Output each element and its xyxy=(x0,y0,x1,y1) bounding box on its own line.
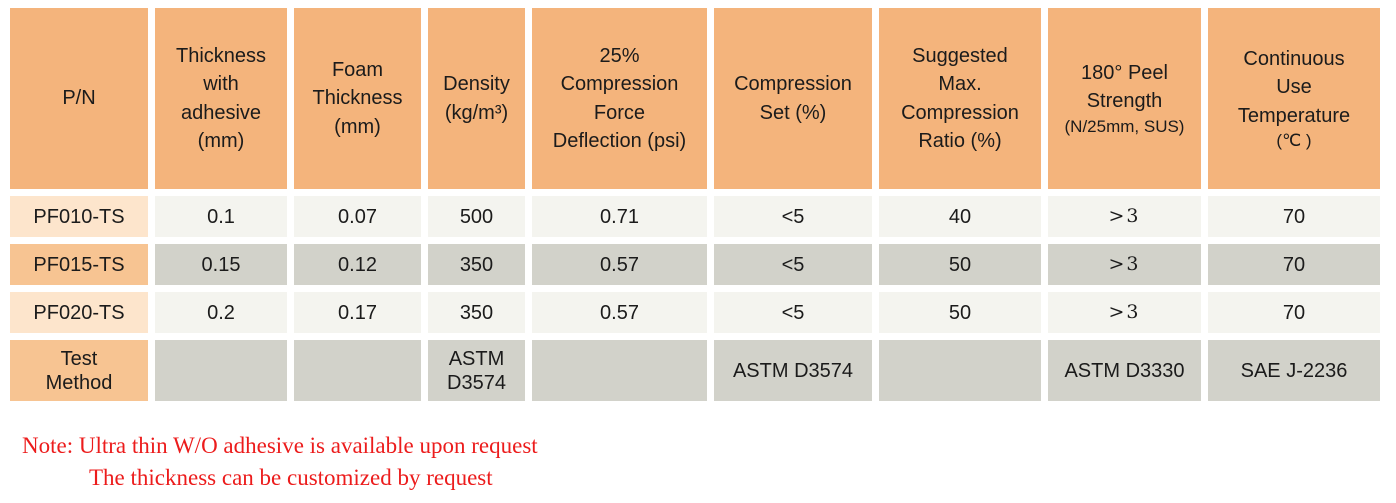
header-label: Continuous Use Temperature xyxy=(1237,47,1351,127)
header-cell-continuous-use-temperature: Continuous Use Temperature (℃ ) xyxy=(1208,8,1380,189)
footnote-line-2: The thickness can be customized by reque… xyxy=(89,464,493,490)
table-cell: 50 xyxy=(879,244,1041,285)
table-cell: 0.1 xyxy=(155,196,287,237)
table-cell: <5 xyxy=(714,244,872,285)
table-cell: >3 xyxy=(1048,292,1201,333)
table-cell: >3 xyxy=(1048,244,1201,285)
table-cell: <5 xyxy=(714,292,872,333)
header-cell-density: Density (kg/m³) xyxy=(428,8,525,189)
table-cell: 70 xyxy=(1208,196,1380,237)
table-cell: ASTM D3574 xyxy=(714,340,872,401)
footnote-line-1: Note: Ultra thin W/O adhesive is availab… xyxy=(22,433,538,458)
table-cell: 0.15 xyxy=(155,244,287,285)
table-cell: 0.07 xyxy=(294,196,421,237)
table-cell: SAE J-2236 xyxy=(1208,340,1380,401)
header-label: Compression Set (%) xyxy=(734,73,852,124)
table-cell: <5 xyxy=(714,196,872,237)
table-cell: 0.57 xyxy=(532,244,707,285)
header-cell-peel-strength: 180° Peel Strength (N/25mm, SUS) xyxy=(1048,8,1201,189)
table-cell: >3 xyxy=(1048,196,1201,237)
header-label: Density (kg/m³) xyxy=(443,73,510,124)
header-cell-compression-force-deflection: 25% Compression Force Deflection (psi) xyxy=(532,8,707,189)
table-cell: 40 xyxy=(879,196,1041,237)
table-cell: 350 xyxy=(428,292,525,333)
header-sublabel: (℃ ) xyxy=(1276,131,1312,151)
table-cell: 0.57 xyxy=(532,292,707,333)
row-label-pf015-ts: PF015-TS xyxy=(10,244,148,285)
table-cell: 0.2 xyxy=(155,292,287,333)
table-cell xyxy=(155,340,287,401)
table-cell xyxy=(294,340,421,401)
table-cell: 70 xyxy=(1208,244,1380,285)
table-cell: 70 xyxy=(1208,292,1380,333)
header-cell-pn: P/N xyxy=(10,8,148,189)
table-cell: ASTM D3330 xyxy=(1048,340,1201,401)
footnote: Note: Ultra thin W/O adhesive is availab… xyxy=(22,430,538,493)
header-label: 180° Peel Strength xyxy=(1081,62,1168,113)
header-label: 25% Compression Force Deflection (psi) xyxy=(552,44,687,152)
table-cell: 0.71 xyxy=(532,196,707,237)
header-label: Suggested Max. Compression Ratio (%) xyxy=(901,44,1019,152)
table-cell xyxy=(879,340,1041,401)
table-cell xyxy=(532,340,707,401)
row-label-pf020-ts: PF020-TS xyxy=(10,292,148,333)
spec-table: P/N Thickness with adhesive (mm) Foam Th… xyxy=(10,8,1380,401)
table-cell: 350 xyxy=(428,244,525,285)
header-label: Thickness with adhesive (mm) xyxy=(175,44,267,152)
header-cell-foam-thickness: Foam Thickness (mm) xyxy=(294,8,421,189)
table-cell: 0.17 xyxy=(294,292,421,333)
header-sublabel: (N/25mm, SUS) xyxy=(1064,116,1185,136)
header-cell-compression-set: Compression Set (%) xyxy=(714,8,872,189)
header-label: Foam Thickness (mm) xyxy=(312,58,403,138)
table-cell: 50 xyxy=(879,292,1041,333)
table-cell: 500 xyxy=(428,196,525,237)
header-label: P/N xyxy=(62,87,96,110)
header-cell-thickness-with-adhesive: Thickness with adhesive (mm) xyxy=(155,8,287,189)
row-label-pf010-ts: PF010-TS xyxy=(10,196,148,237)
row-label-test-method: Test Method xyxy=(10,340,148,401)
table-cell: 0.12 xyxy=(294,244,421,285)
header-cell-max-compression-ratio: Suggested Max. Compression Ratio (%) xyxy=(879,8,1041,189)
table-cell: ASTM D3574 xyxy=(428,340,525,401)
